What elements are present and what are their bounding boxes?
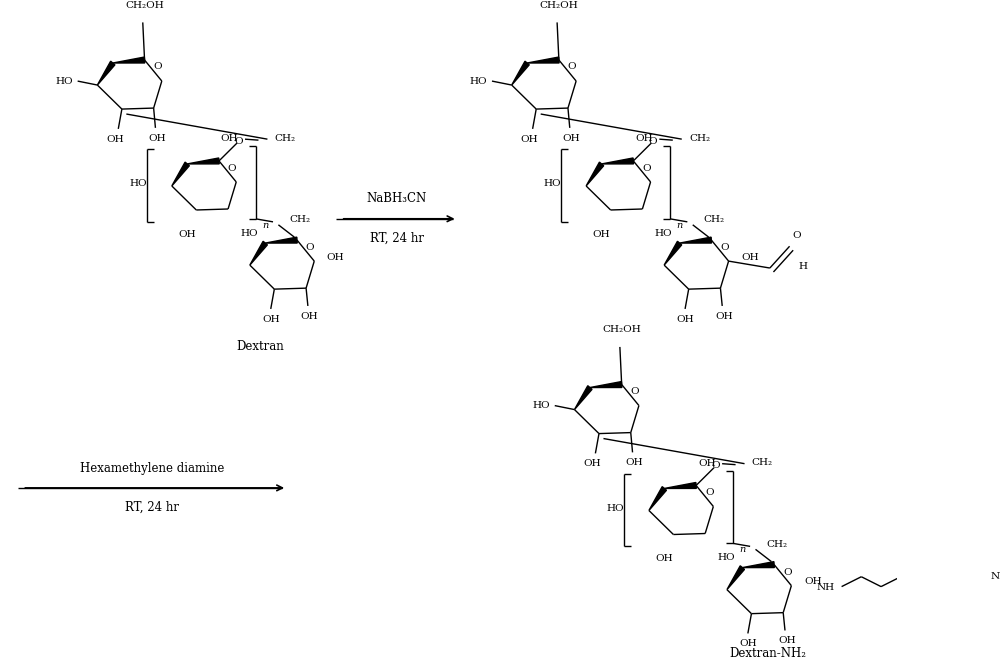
Text: HO: HO: [56, 76, 73, 86]
Text: OH: OH: [698, 459, 716, 467]
Text: OH: OH: [778, 636, 796, 645]
Text: CH₂OH: CH₂OH: [540, 1, 578, 9]
Text: OH: OH: [221, 134, 238, 143]
Text: O: O: [642, 164, 651, 173]
Polygon shape: [602, 158, 634, 164]
Text: OH: OH: [676, 315, 694, 324]
Text: n: n: [739, 545, 746, 554]
Text: HO: HO: [470, 76, 487, 86]
Polygon shape: [512, 61, 529, 85]
Text: O: O: [712, 461, 720, 470]
Text: OH: OH: [520, 135, 538, 144]
Text: CH₂: CH₂: [703, 215, 725, 224]
Text: OH: OH: [106, 135, 124, 144]
Text: OH: OH: [715, 312, 733, 321]
Text: H: H: [799, 262, 808, 270]
Text: OH: OH: [583, 459, 601, 468]
Text: RT, 24 hr: RT, 24 hr: [125, 501, 179, 514]
Text: CH₂: CH₂: [752, 458, 773, 467]
Text: O: O: [783, 568, 792, 576]
Polygon shape: [97, 61, 115, 85]
Text: O: O: [306, 243, 314, 252]
Text: OH: OH: [148, 134, 166, 143]
Polygon shape: [664, 241, 682, 265]
Polygon shape: [172, 162, 189, 186]
Text: n: n: [262, 221, 268, 230]
Text: OH: OH: [635, 134, 653, 143]
Text: Dextran-NH₂: Dextran-NH₂: [730, 647, 807, 660]
Text: OH: OH: [593, 230, 610, 239]
Text: HO: HO: [606, 504, 624, 513]
Text: NH: NH: [816, 583, 835, 592]
Polygon shape: [250, 241, 267, 265]
Text: OH: OH: [301, 312, 318, 321]
Text: CH₂: CH₂: [766, 540, 787, 549]
Text: O: O: [630, 386, 639, 396]
Text: OH: OH: [656, 554, 673, 563]
Polygon shape: [113, 57, 145, 63]
Text: O: O: [705, 489, 714, 497]
Text: OH: OH: [739, 639, 757, 648]
Text: Hexamethylene diamine: Hexamethylene diamine: [80, 461, 225, 475]
Text: HO: HO: [543, 179, 561, 189]
Text: CH₂OH: CH₂OH: [125, 1, 164, 9]
Text: OH: OH: [741, 252, 759, 262]
Text: CH₂: CH₂: [275, 133, 296, 143]
Text: NaBH₃CN: NaBH₃CN: [367, 193, 427, 205]
Text: O: O: [228, 164, 236, 173]
Text: OH: OH: [563, 134, 580, 143]
Text: HO: HO: [240, 228, 258, 238]
Text: O: O: [234, 137, 243, 145]
Text: NH₂: NH₂: [990, 572, 1000, 581]
Text: RT, 24 hr: RT, 24 hr: [370, 232, 424, 245]
Polygon shape: [680, 237, 712, 243]
Polygon shape: [574, 386, 592, 410]
Text: HO: HO: [655, 228, 672, 238]
Text: OH: OH: [179, 230, 196, 239]
Polygon shape: [187, 158, 219, 164]
Text: HO: HO: [718, 553, 735, 562]
Text: HO: HO: [129, 179, 147, 189]
Text: n: n: [677, 221, 683, 230]
Text: O: O: [153, 62, 162, 71]
Text: OH: OH: [626, 458, 643, 467]
Polygon shape: [742, 562, 774, 568]
Text: O: O: [720, 243, 729, 252]
Polygon shape: [664, 483, 696, 489]
Polygon shape: [590, 382, 622, 388]
Text: O: O: [649, 137, 657, 145]
Text: CH₂: CH₂: [689, 133, 710, 143]
Polygon shape: [265, 237, 297, 243]
Text: HO: HO: [533, 401, 550, 410]
Text: O: O: [568, 62, 576, 71]
Text: CH₂: CH₂: [289, 215, 310, 224]
Text: O: O: [792, 231, 801, 240]
Polygon shape: [649, 487, 666, 511]
Text: OH: OH: [327, 252, 344, 262]
Polygon shape: [727, 566, 744, 590]
Polygon shape: [527, 57, 559, 63]
Text: OH: OH: [804, 577, 822, 586]
Polygon shape: [586, 162, 604, 186]
Text: Dextran: Dextran: [236, 341, 284, 353]
Text: OH: OH: [262, 315, 280, 324]
Text: CH₂OH: CH₂OH: [602, 325, 641, 334]
